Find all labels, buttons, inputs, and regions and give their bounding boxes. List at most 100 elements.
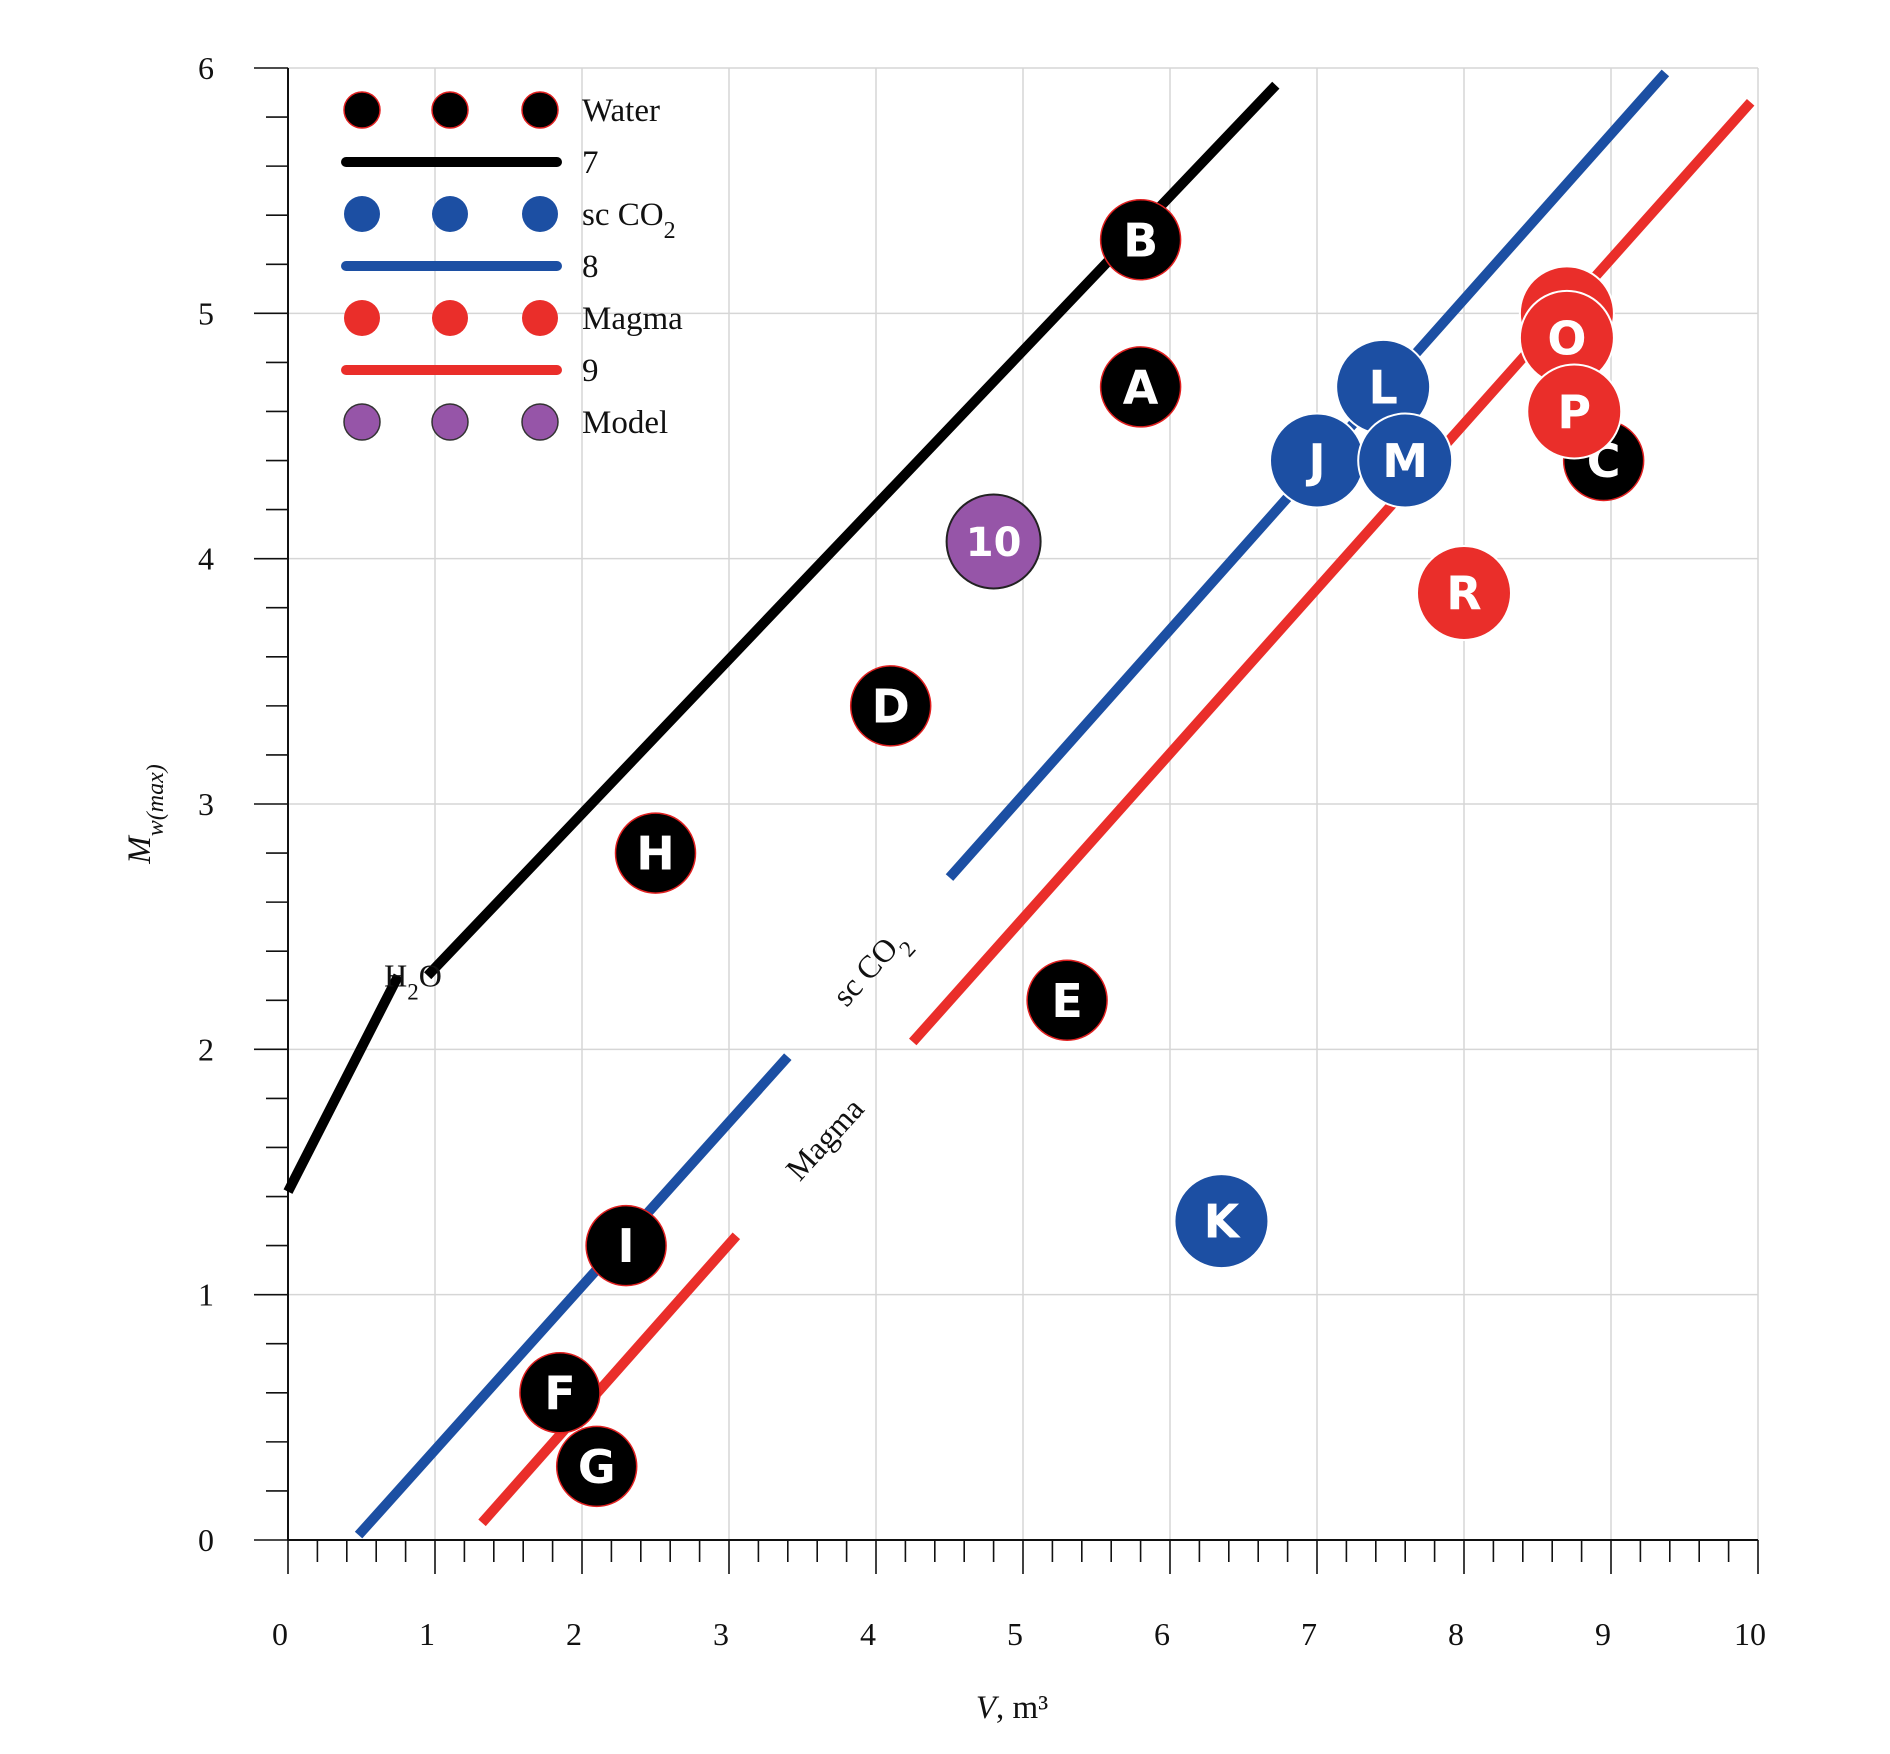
x-axis-title-unit: , m³ <box>996 1690 1048 1726</box>
legend-label-text: 8 <box>582 249 599 285</box>
x-tick-label: 5 <box>1007 1616 1023 1652</box>
x-axis-title-var: V <box>976 1690 1000 1726</box>
data-point-label: L <box>1368 360 1397 414</box>
x-tick-label: 6 <box>1154 1616 1170 1652</box>
x-tick-label: 0 <box>272 1616 288 1652</box>
data-point-K: K <box>1173 1173 1270 1270</box>
legend-label: 8 <box>582 249 599 285</box>
data-point-marker <box>555 1425 638 1508</box>
data-point-marker <box>519 1352 601 1434</box>
legend-marker <box>432 300 468 336</box>
y-tick-label: 0 <box>198 1522 214 1558</box>
data-point-label: F <box>544 1366 575 1420</box>
data-point-B: B <box>1099 198 1182 281</box>
data-point-label: M <box>1382 434 1428 488</box>
y-tick-label: 2 <box>198 1031 214 1067</box>
fit-line-label-text: H <box>384 958 407 994</box>
y-tick-label: 6 <box>198 50 214 86</box>
legend-marker <box>344 196 380 232</box>
data-point-marker <box>849 665 932 747</box>
legend-label-text: sc CO <box>582 197 664 233</box>
y-axis-title-var: M <box>122 835 158 865</box>
data-point-label: H <box>636 827 675 881</box>
data-point-label: O <box>1547 311 1586 365</box>
data-point-marker <box>1099 198 1182 281</box>
data-points: ABCDEFGHIJKLMNOPR10 <box>519 198 1645 1508</box>
data-point-label: K <box>1204 1195 1242 1249</box>
fit-line-label-rest: O <box>419 958 442 994</box>
data-point-marker <box>1416 545 1512 642</box>
axes: 0 1 2 3 4 5 6 7 8 9 10 0 1 2 3 4 5 6 <box>198 50 1766 1652</box>
legend-label-text: 9 <box>582 353 599 389</box>
data-point-D: D <box>849 665 932 747</box>
y-tick-label: 4 <box>198 541 214 577</box>
data-point-10: 10 <box>945 493 1042 590</box>
data-point-label: E <box>1051 974 1082 1028</box>
data-point-R: R <box>1416 545 1512 642</box>
data-point-label: B <box>1123 213 1158 267</box>
data-point-M: M <box>1357 412 1454 509</box>
fit-line-8 <box>354 1053 792 1539</box>
data-point-marker <box>945 493 1042 590</box>
data-point-G: G <box>555 1425 638 1508</box>
legend-marker <box>522 300 558 336</box>
legend-label-text: Magma <box>582 301 683 337</box>
legend-entry-7: 7 <box>341 145 599 181</box>
data-point-L: L <box>1335 338 1432 435</box>
x-tick-label: 2 <box>566 1616 582 1652</box>
legend-label: 7 <box>582 145 599 181</box>
data-point-marker <box>1099 346 1182 428</box>
legend-label: sc CO2 <box>582 197 676 244</box>
legend-entry-8: 8 <box>341 249 599 285</box>
y-tick-label: 3 <box>198 786 214 822</box>
data-point-label: 10 <box>966 520 1022 566</box>
legend-marker <box>344 300 380 336</box>
legend-marker <box>522 196 558 232</box>
legend-entry-magma: Magma <box>344 300 683 337</box>
data-point-label: P <box>1557 385 1591 439</box>
legend-label: 9 <box>582 353 599 389</box>
data-point-label: G <box>578 1440 616 1494</box>
legend-label: Water <box>582 93 660 129</box>
legend-label-text: 7 <box>582 145 599 181</box>
legend-entry-9: 9 <box>341 353 599 389</box>
data-point-marker <box>614 812 697 894</box>
data-point-label: R <box>1446 567 1481 621</box>
legend-entry-model: Model <box>343 403 668 441</box>
x-tick-label: 1 <box>419 1616 435 1652</box>
legend-label-text: Model <box>582 405 668 441</box>
legend-entry-water: Water <box>343 91 660 129</box>
data-point-label: J <box>1305 434 1325 488</box>
fit-line-9 <box>478 1232 741 1527</box>
axis-titles: V, m³ Mw(max) <box>122 764 1048 1726</box>
legend-marker <box>521 403 559 441</box>
data-point-P: P <box>1526 363 1623 460</box>
fit-line-label-sub: 2 <box>407 979 419 1004</box>
fit-line-9 <box>909 99 1755 1046</box>
legend-label-sub: 2 <box>664 218 676 244</box>
data-point-marker <box>1026 959 1108 1042</box>
data-point-marker <box>1526 363 1623 460</box>
x-tick-label: 8 <box>1448 1616 1464 1652</box>
legend-label: Model <box>582 405 668 441</box>
legend-marker <box>521 91 559 129</box>
data-point-O: O <box>1518 289 1615 386</box>
data-point-label: D <box>872 679 910 733</box>
legend-marker <box>431 403 469 441</box>
y-axis-title-sub: w(max) <box>143 764 169 836</box>
legend-label: Magma <box>582 301 683 337</box>
y-tick-label: 5 <box>198 295 214 331</box>
x-axis-title: V, m³ <box>976 1690 1048 1726</box>
legend-marker <box>432 196 468 232</box>
legend-marker <box>431 91 469 129</box>
fit-line-7 <box>283 973 403 1194</box>
fit-line-label-7: H2O <box>384 958 442 1005</box>
data-point-label: A <box>1123 360 1159 414</box>
x-tick-label: 3 <box>713 1616 729 1652</box>
x-tick-label: 9 <box>1595 1616 1611 1652</box>
x-tick-label: 10 <box>1734 1616 1766 1652</box>
x-tick-label: 4 <box>860 1616 876 1652</box>
data-point-A: A <box>1099 346 1182 428</box>
x-tick-label: 7 <box>1301 1616 1317 1652</box>
